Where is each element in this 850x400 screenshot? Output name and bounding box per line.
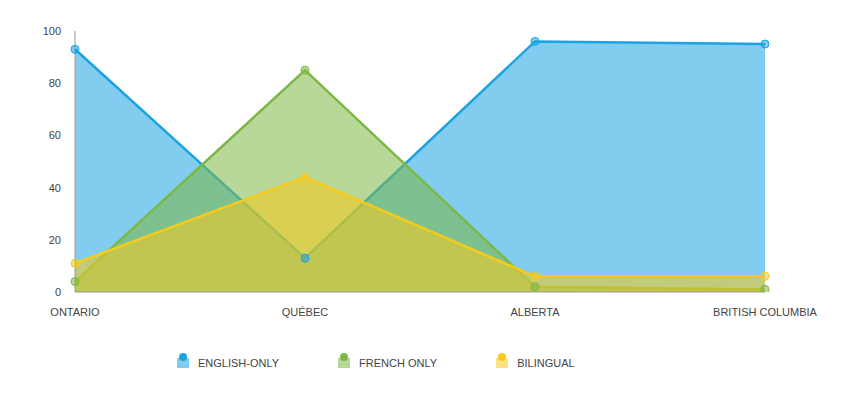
svg-text:ALBERTA: ALBERTA	[510, 306, 560, 318]
svg-text:QUÉBEC: QUÉBEC	[282, 306, 329, 318]
html-text:FRENCH ONLY: FRENCH ONLY	[359, 356, 438, 369]
svg-text:100: 100	[43, 25, 61, 37]
svg-text:40: 40	[49, 182, 61, 194]
svg-text:ONTARIO: ONTARIO	[50, 306, 100, 318]
svg-text:0: 0	[55, 286, 61, 298]
svg-text:80: 80	[49, 77, 61, 89]
html-text:ENGLISH-ONLY: ENGLISH-ONLY	[198, 356, 280, 369]
svg-text:20: 20	[49, 234, 61, 246]
html-text:BILINGUAL: BILINGUAL	[517, 356, 575, 369]
svg-text:60: 60	[49, 129, 61, 141]
svg-text:BRITISH COLUMBIA: BRITISH COLUMBIA	[713, 306, 818, 318]
